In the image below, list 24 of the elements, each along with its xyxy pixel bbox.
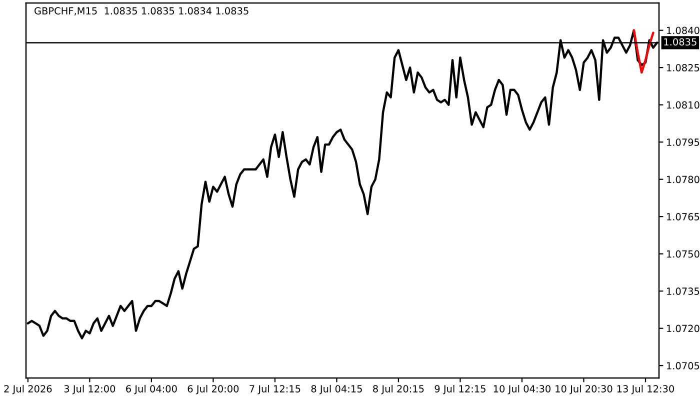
y-tick-label: 1.0720 [667,324,700,332]
line-series [632,29,654,74]
y-tick-label: 1.0840 [667,26,700,34]
y-tick-label: 1.0750 [667,250,700,258]
x-tick-label: 10 Jul 04:30 [494,384,550,394]
y-tick-label: 1.0825 [667,64,700,72]
y-tick-label: 1.0780 [667,176,700,184]
x-tick-label: 8 Jul 04:15 [311,384,362,394]
x-tick-label: 10 Jul 20:30 [556,384,612,394]
x-tick-label: 3 Jul 12:00 [64,384,116,394]
y-tick-label: 1.0810 [667,101,700,109]
x-tick-label: 7 Jul 12:15 [250,384,300,394]
ref-line-label: 1.0835 [664,38,696,46]
x-tick-label: 9 Jul 12:15 [434,384,486,394]
chart-title: GBPCHF,M15 1.0835 1.0835 1.0834 1.0835 [34,7,248,16]
x-tick-label: 6 Jul 20:00 [188,384,239,394]
x-tick-label: 8 Jul 20:15 [373,384,424,394]
x-tick-label: 6 Jul 04:00 [126,384,177,394]
y-tick-label: 1.0765 [667,213,700,220]
y-tick-label: 1.0735 [667,288,700,295]
x-tick-label: 13 Jul 12:30 [617,384,674,394]
y-tick-label: 1.0705 [667,362,700,370]
y-tick-label: 1.0795 [667,138,700,146]
x-tick-label: 2 Jul 2026 [4,384,52,394]
